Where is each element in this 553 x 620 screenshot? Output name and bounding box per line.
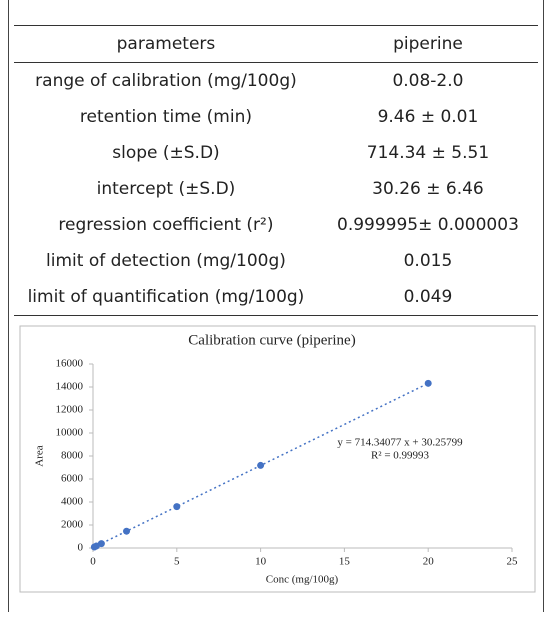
table-cell: 714.34 ± 5.51 [366,143,490,163]
equation: y = 714.34077 x + 30.25799 [337,437,463,449]
table-cell: retention time (min) [79,107,252,127]
data-point [257,461,265,469]
table-cell: 0.999995± 0.000003 [337,215,519,235]
table-cell: 0.015 [403,251,453,271]
table-cell: limit of detection (mg/100g) [46,251,286,271]
data-point [97,540,105,548]
table-cell: regression coefficient (r²) [58,215,274,235]
data-point [123,527,131,535]
y-axis-label: Area [34,445,46,466]
table-cell: limit of quantification (mg/100g) [14,279,318,316]
y-tick-label: 4000 [61,496,84,508]
table-cell: piperine [317,25,538,63]
data-point [424,379,432,387]
chart-title: Calibration curve (piperine) [188,332,355,348]
table-row: slope (±S.D) 714.34 ± 5.51 [14,135,538,171]
table-cell: parameters [14,25,318,63]
table-cell: 30.26 ± 6.46 [372,179,484,199]
table-cell: range of calibration (mg/100g) [35,71,297,91]
table-cell: 9.46 ± 0.01 [377,107,479,127]
table-cell: slope (±S.D) [112,143,220,163]
table-cell: 0.08-2.0 [392,71,464,91]
table-row: limit of quantification (mg/100g) 0.049 [14,279,538,316]
x-tick-label: 0 [90,556,96,568]
y-tick-label: 2000 [61,519,84,531]
y-tick-label: 16000 [56,358,84,370]
parameter-table: parameters piperine range of calibration (… [14,25,538,316]
r-squared: R² = 0.99993 [371,450,430,462]
x-axis-label: Conc (mg/100g) [266,574,339,586]
x-tick-label: 15 [339,556,351,568]
table-row: intercept (±S.D) 30.26 ± 6.46 [14,171,538,207]
y-tick-label: 0 [78,542,84,554]
table-row: retention time (min) 9.46 ± 0.01 [14,99,538,135]
table-row: limit of detection (mg/100g) 0.015 [14,243,538,279]
data-point [173,503,181,511]
x-tick-label: 10 [255,556,267,568]
page-frame [8,0,544,612]
x-tick-label: 5 [174,556,180,568]
y-tick-label: 12000 [56,404,84,416]
chart-frame [19,325,536,593]
header-row: parameters piperine [14,25,538,63]
y-tick-label: 8000 [61,450,84,462]
table-row: regression coefficient (r²) 0.999995± 0.0… [14,207,538,243]
table-cell: 0.049 [317,279,538,316]
x-tick-label: 25 [507,556,519,568]
table-cell: intercept (±S.D) [96,179,236,199]
y-tick-label: 6000 [61,473,84,485]
y-tick-label: 10000 [56,427,84,439]
y-tick-label: 14000 [56,381,84,393]
x-tick-label: 20 [423,556,435,568]
table-row: range of calibration (mg/100g) 0.08-2.0 [14,63,538,100]
